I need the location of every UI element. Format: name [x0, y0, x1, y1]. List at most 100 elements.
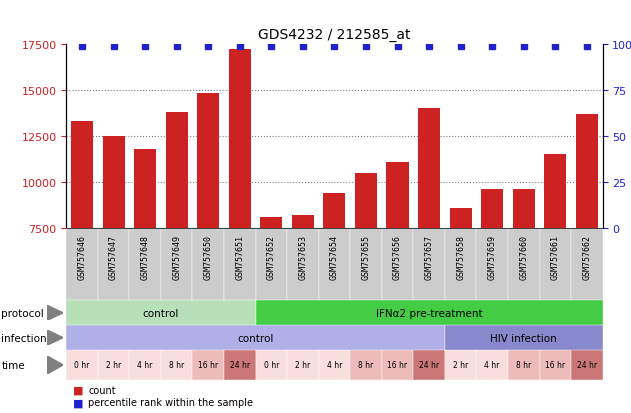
Bar	[256, 350, 287, 380]
Bar	[481, 190, 504, 228]
Text: GSM757647: GSM757647	[109, 234, 118, 279]
Text: protocol: protocol	[1, 308, 44, 318]
Bar	[350, 228, 382, 301]
Text: 8 hr: 8 hr	[169, 361, 184, 370]
Bar	[449, 208, 471, 228]
Bar	[165, 113, 188, 228]
Text: ■: ■	[73, 385, 83, 395]
Bar	[66, 325, 445, 350]
Bar	[476, 350, 508, 380]
Text: 16 hr: 16 hr	[545, 361, 565, 370]
Text: GSM757659: GSM757659	[488, 234, 497, 279]
Bar	[540, 350, 571, 380]
Text: GSM757650: GSM757650	[204, 234, 213, 279]
Bar	[256, 228, 287, 301]
Text: 16 hr: 16 hr	[198, 361, 218, 370]
Bar	[292, 216, 314, 228]
Bar	[98, 228, 129, 301]
Text: GSM757652: GSM757652	[267, 234, 276, 279]
Bar	[445, 325, 603, 350]
Bar	[476, 228, 508, 301]
Bar	[134, 150, 156, 228]
Bar	[102, 136, 125, 228]
Text: infection: infection	[1, 333, 47, 343]
Bar	[129, 228, 161, 301]
Bar	[319, 350, 350, 380]
Text: 24 hr: 24 hr	[419, 361, 439, 370]
Bar	[224, 350, 256, 380]
Bar	[512, 190, 535, 228]
Bar	[66, 228, 98, 301]
Bar	[576, 114, 598, 228]
Text: 16 hr: 16 hr	[387, 361, 408, 370]
Bar	[387, 162, 409, 228]
Bar	[256, 301, 603, 325]
Bar	[261, 217, 283, 228]
Bar	[413, 350, 445, 380]
Polygon shape	[47, 306, 63, 320]
Text: 8 hr: 8 hr	[516, 361, 531, 370]
Bar	[540, 228, 571, 301]
Bar	[287, 350, 319, 380]
Bar	[418, 109, 440, 228]
Text: HIV infection: HIV infection	[490, 333, 557, 343]
Bar	[224, 228, 256, 301]
Text: GSM757658: GSM757658	[456, 234, 465, 279]
Text: GSM757651: GSM757651	[235, 234, 244, 279]
Text: IFNα2 pre-treatment: IFNα2 pre-treatment	[376, 308, 482, 318]
Bar	[413, 228, 445, 301]
Bar	[319, 228, 350, 301]
Polygon shape	[47, 356, 63, 374]
Bar	[229, 50, 251, 228]
Text: 24 hr: 24 hr	[230, 361, 250, 370]
Text: GSM757649: GSM757649	[172, 234, 181, 279]
Bar	[324, 193, 346, 228]
Text: 0 hr: 0 hr	[264, 361, 279, 370]
Bar	[445, 350, 476, 380]
Bar	[445, 228, 476, 301]
Bar	[161, 350, 192, 380]
Text: GSM757661: GSM757661	[551, 234, 560, 279]
Polygon shape	[47, 330, 63, 345]
Bar	[192, 350, 224, 380]
Text: GSM757653: GSM757653	[298, 234, 307, 279]
Bar	[192, 228, 224, 301]
Text: 2 hr: 2 hr	[295, 361, 310, 370]
Text: 0 hr: 0 hr	[74, 361, 90, 370]
Text: 2 hr: 2 hr	[453, 361, 468, 370]
Text: GSM757648: GSM757648	[141, 234, 150, 279]
Text: count: count	[88, 385, 116, 395]
Bar	[66, 350, 98, 380]
Text: GSM757656: GSM757656	[393, 234, 402, 279]
Text: 24 hr: 24 hr	[577, 361, 597, 370]
Bar	[382, 228, 413, 301]
Bar	[571, 228, 603, 301]
Bar	[161, 228, 192, 301]
Bar	[571, 350, 603, 380]
Bar	[545, 155, 567, 228]
Bar	[98, 350, 129, 380]
Bar	[287, 228, 319, 301]
Text: GSM757662: GSM757662	[582, 234, 591, 279]
Text: control: control	[143, 308, 179, 318]
Bar	[382, 350, 413, 380]
Bar	[508, 228, 540, 301]
Bar	[508, 350, 540, 380]
Bar	[197, 94, 220, 228]
Bar	[350, 350, 382, 380]
Text: percentile rank within the sample: percentile rank within the sample	[88, 397, 253, 407]
Text: GSM757660: GSM757660	[519, 234, 528, 279]
Text: time: time	[1, 360, 25, 370]
Text: 8 hr: 8 hr	[358, 361, 374, 370]
Bar	[129, 350, 161, 380]
Title: GDS4232 / 212585_at: GDS4232 / 212585_at	[258, 28, 411, 42]
Text: 2 hr: 2 hr	[106, 361, 121, 370]
Text: GSM757654: GSM757654	[330, 234, 339, 279]
Text: control: control	[237, 333, 274, 343]
Text: 4 hr: 4 hr	[138, 361, 153, 370]
Bar	[71, 122, 93, 228]
Text: ■: ■	[73, 397, 83, 407]
Bar	[66, 301, 256, 325]
Text: GSM757657: GSM757657	[425, 234, 433, 279]
Bar	[355, 173, 377, 228]
